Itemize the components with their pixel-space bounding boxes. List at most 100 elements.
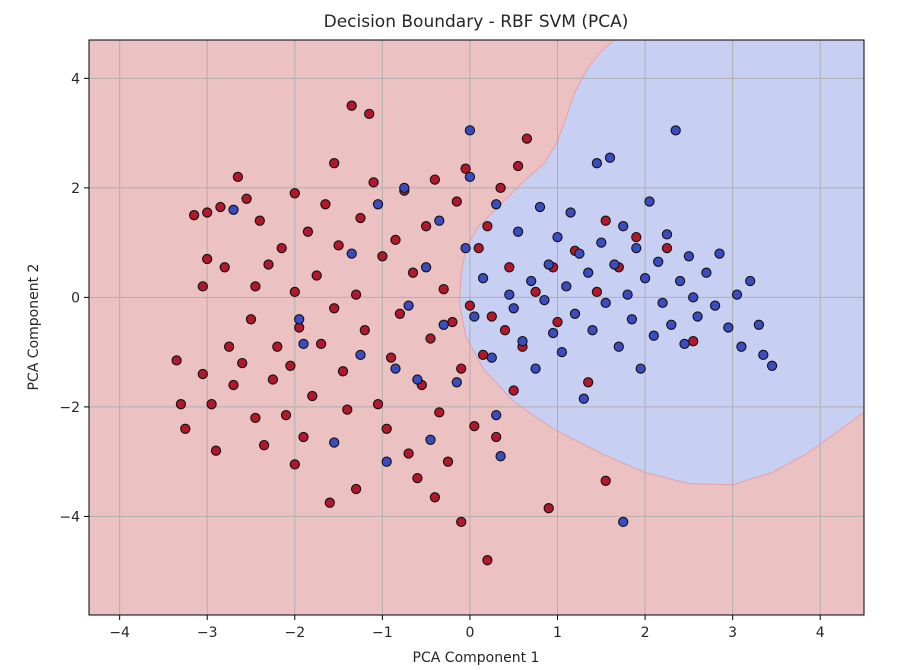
x-tick-label: 2 xyxy=(641,625,650,641)
data-point-blue xyxy=(591,158,603,169)
data-point-blue xyxy=(512,226,524,237)
data-point-red xyxy=(583,377,594,388)
data-point-red xyxy=(688,336,699,347)
y-tick-label: 2 xyxy=(71,181,80,197)
data-point-red xyxy=(206,399,217,410)
data-point-blue xyxy=(578,393,589,404)
data-point-blue xyxy=(574,248,585,259)
data-point-red xyxy=(464,300,476,311)
plot-frame xyxy=(88,39,865,616)
data-point-red xyxy=(600,475,611,486)
data-point-red xyxy=(289,286,300,298)
data-point-blue xyxy=(666,319,677,330)
data-point-red xyxy=(477,349,489,361)
data-point-red xyxy=(350,289,362,300)
data-point-blue xyxy=(674,275,686,287)
data-point-red xyxy=(215,201,226,213)
x-tick-label: −3 xyxy=(197,625,218,641)
data-point-blue xyxy=(399,182,410,194)
data-point-red xyxy=(552,316,563,328)
data-point-red xyxy=(223,341,235,352)
data-point-red xyxy=(456,516,467,528)
data-point-blue xyxy=(657,297,668,309)
data-point-red xyxy=(346,100,357,111)
data-point-blue xyxy=(477,273,489,284)
data-point-blue xyxy=(561,281,572,292)
data-point-red xyxy=(232,171,244,183)
data-point-red xyxy=(512,160,524,172)
data-point-red xyxy=(504,262,515,273)
data-point-red xyxy=(254,215,265,226)
data-point-blue xyxy=(298,338,309,350)
data-point-red xyxy=(258,440,270,451)
data-point-red xyxy=(342,404,353,415)
data-point-red xyxy=(407,267,419,278)
data-point-blue xyxy=(587,325,598,336)
data-point-red xyxy=(394,308,406,319)
data-point-red xyxy=(175,399,187,410)
y-tick-label: 0 xyxy=(71,290,80,306)
chart-title: Decision Boundary - RBF SVM (PCA) xyxy=(324,12,629,32)
data-point-blue xyxy=(530,363,541,374)
data-point-blue xyxy=(346,248,357,259)
x-tick-label: 1 xyxy=(553,625,562,641)
data-point-blue xyxy=(495,451,506,462)
data-point-red xyxy=(429,174,441,185)
data-point-blue xyxy=(714,248,725,259)
data-point-red xyxy=(412,472,423,484)
data-point-blue xyxy=(745,275,756,287)
data-point-red xyxy=(530,286,541,298)
data-point-red xyxy=(521,133,533,144)
data-point-blue xyxy=(644,196,655,207)
data-point-blue xyxy=(372,199,384,210)
data-point-red xyxy=(171,355,182,366)
data-point-blue xyxy=(464,125,476,136)
data-point-blue xyxy=(526,275,537,287)
data-point-blue xyxy=(390,363,401,374)
data-point-red xyxy=(307,390,318,402)
data-point-red xyxy=(180,423,191,434)
data-point-blue xyxy=(486,352,497,363)
data-point-blue xyxy=(692,311,703,322)
data-point-red xyxy=(250,281,261,292)
data-point-red xyxy=(228,379,239,391)
data-point-red xyxy=(289,188,300,199)
data-point-red xyxy=(482,221,493,232)
data-point-red xyxy=(324,497,335,508)
data-point-blue xyxy=(758,349,769,361)
data-point-red xyxy=(355,212,366,224)
data-point-red xyxy=(320,199,331,210)
data-point-red xyxy=(434,407,445,418)
data-point-red xyxy=(219,262,230,273)
data-point-red xyxy=(442,456,454,467)
data-point-red xyxy=(210,445,222,456)
data-point-blue xyxy=(438,319,449,330)
data-point-blue xyxy=(683,251,695,262)
data-point-blue xyxy=(731,289,743,300)
data-point-red xyxy=(456,363,467,374)
data-point-blue xyxy=(639,273,651,284)
data-point-blue xyxy=(451,377,462,388)
plot-area xyxy=(89,40,864,615)
data-point-red xyxy=(385,352,397,363)
data-point-red xyxy=(543,503,554,514)
y-axis-ticks: −4 −2 0 2 4 xyxy=(59,71,89,525)
data-point-blue xyxy=(420,262,432,273)
data-point-red xyxy=(197,368,208,380)
data-point-red xyxy=(368,177,379,188)
x-tick-label: −1 xyxy=(372,625,393,641)
data-point-blue xyxy=(679,338,690,350)
data-point-red xyxy=(197,281,208,292)
data-point-red xyxy=(188,210,200,221)
data-point-red xyxy=(289,459,300,470)
data-point-blue xyxy=(547,327,559,339)
data-point-blue xyxy=(583,267,594,278)
data-point-blue xyxy=(613,341,624,352)
data-point-blue xyxy=(635,363,646,374)
data-point-red xyxy=(237,357,248,369)
data-point-red xyxy=(298,431,309,443)
data-point-red xyxy=(460,163,471,174)
data-point-red xyxy=(495,182,506,194)
data-point-blue xyxy=(701,267,712,278)
data-point-red xyxy=(591,286,603,298)
